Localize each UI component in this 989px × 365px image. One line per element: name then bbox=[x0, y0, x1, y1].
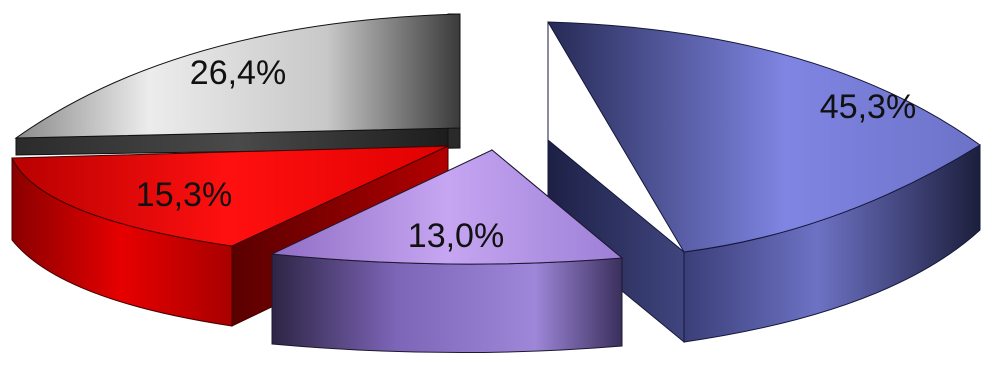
slice-45-3 bbox=[547, 21, 981, 344]
slice-26-4-top bbox=[14, 13, 461, 139]
slice-13-0-top bbox=[270, 149, 624, 265]
data-label-15-3: 15,3% bbox=[136, 176, 232, 214]
slice-15-3-top bbox=[11, 145, 449, 247]
slice-13-0 bbox=[270, 148, 624, 354]
slice-13-0-side bbox=[271, 253, 623, 354]
slice-45-3-top bbox=[547, 21, 981, 253]
data-label-13-0: 13,0% bbox=[408, 217, 504, 255]
data-label-45-3: 45,3% bbox=[820, 88, 916, 126]
data-label-26-4: 26,4% bbox=[190, 54, 286, 92]
